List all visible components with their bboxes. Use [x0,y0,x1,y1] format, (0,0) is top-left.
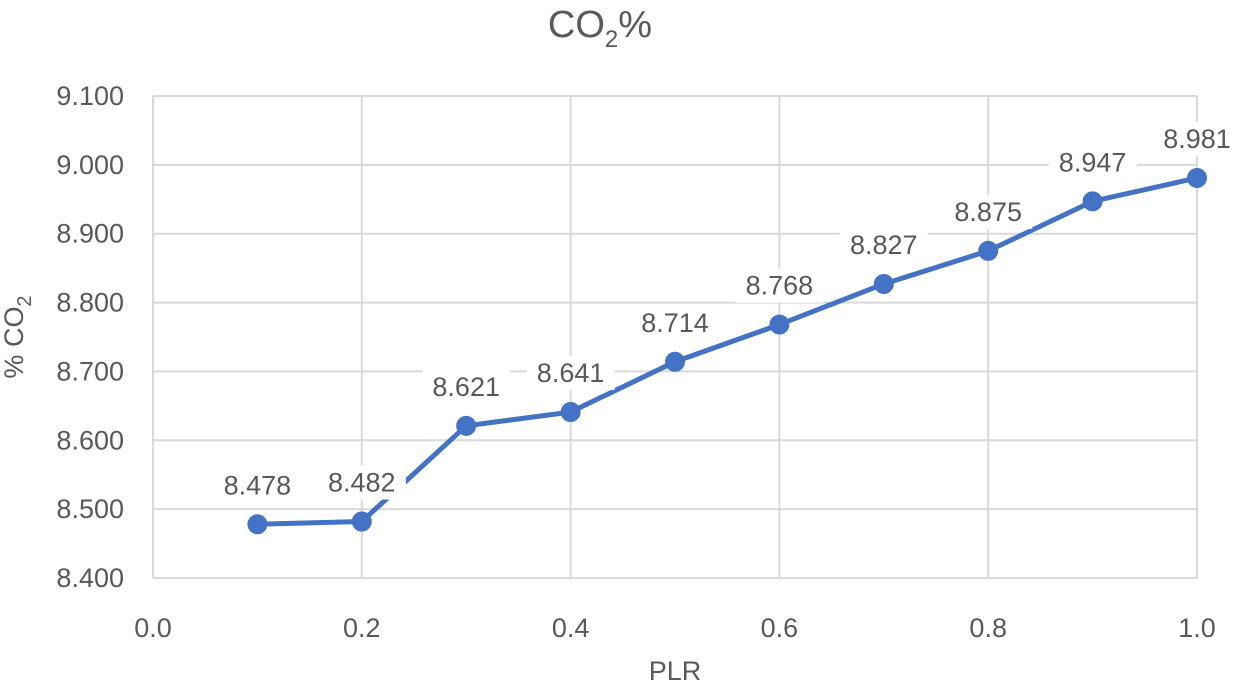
data-point [456,415,477,436]
data-label: 8.947 [1059,147,1127,177]
data-point [769,314,790,335]
y-axis-title: % CO2 [0,295,36,378]
data-label: 8.641 [537,358,605,388]
x-tick-label: 0.6 [761,613,799,643]
data-point [1187,167,1207,188]
data-label: 8.478 [224,470,292,500]
data-label-background [526,356,615,391]
data-point [1082,191,1103,212]
data-label-background [735,268,824,303]
series-layer: 8.478 8.482 8.621 8.641 8.714 8.768 8.827 8.875… [213,121,1241,535]
data-label: 8.714 [641,308,709,338]
chart-title-subscript: 2 [605,26,618,53]
y-tick-label: 8.800 [56,288,124,318]
data-label-background [631,305,719,340]
data-label: 8.621 [432,372,500,402]
x-tick-label: 0.0 [134,613,172,643]
data-label-background [944,194,1033,229]
y-tick-label: 9.000 [56,150,124,180]
y-axis-title-main: % CO [0,307,29,379]
y-tick-label: 8.600 [56,425,124,455]
x-tick-label: 0.4 [552,613,590,643]
data-label-background [422,369,511,404]
y-tick-label: 9.100 [56,81,124,111]
data-label: 8.827 [850,230,918,260]
data-label: 8.482 [328,468,396,498]
data-label: 8.981 [1163,124,1231,154]
y-tick-label: 8.500 [56,494,124,524]
y-tick-labels: 8.400 8.500 8.600 8.700 8.800 8.900 9.000 9.100 [56,81,124,593]
data-label-background [213,468,302,503]
x-tick-label: 0.8 [969,613,1007,643]
data-point [351,511,372,532]
series-line [257,175,1198,527]
data-point [978,240,999,261]
y-tick-label: 8.400 [56,563,124,593]
data-label-background [839,227,928,262]
data-label-background [317,465,406,500]
y-axis-title-subscript: 2 [14,295,36,306]
data-label: 8.768 [746,271,814,301]
data-label-background [1153,121,1241,156]
data-point [247,514,268,535]
x-axis-title: PLR [649,656,702,686]
x-tick-label: 0.2 [343,613,381,643]
data-point [560,402,581,423]
data-point [873,273,894,294]
y-gridlines [153,95,1197,579]
y-tick-label: 8.700 [56,356,124,386]
chart-title-main: CO [548,4,605,46]
x-tick-labels: 0.0 0.2 0.4 0.6 0.8 1.0 [134,613,1216,643]
data-label: 8.875 [954,197,1022,227]
x-tick-label: 1.0 [1178,613,1216,643]
chart-title-suffix: % [618,4,652,46]
chart-title: CO2% [548,4,652,53]
data-label-background [1048,145,1137,180]
y-tick-label: 8.900 [56,219,124,249]
data-point [665,351,685,372]
